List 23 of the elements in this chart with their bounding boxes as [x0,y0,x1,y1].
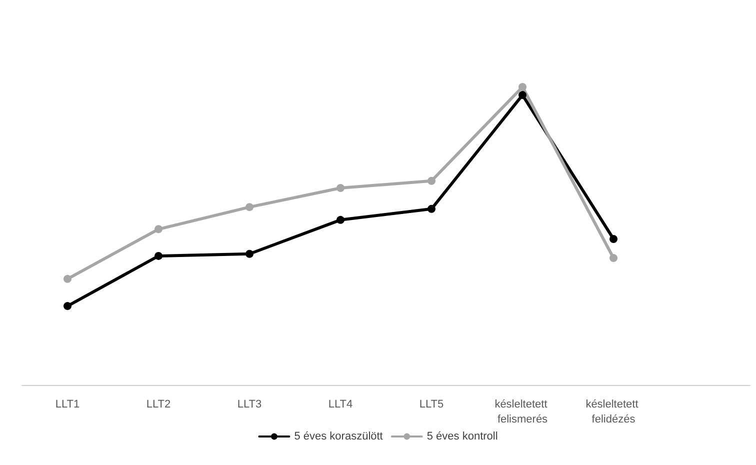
point [154,252,162,260]
point [64,302,72,310]
point [428,204,436,213]
point [246,203,254,212]
point [518,91,526,100]
point [336,216,344,224]
point [336,184,344,192]
point [64,274,72,283]
point [246,250,254,258]
point [610,234,618,243]
point [610,254,618,262]
x-tick-label: LLT2 [146,398,171,410]
x-tick-label: LLT4 [328,398,353,410]
point [154,225,162,234]
legend-label: 5 éves koraszülött [294,430,383,442]
point [428,176,436,185]
x-tick-label: késleltetett felidézés [586,398,642,426]
point [518,83,526,91]
legend-label: 5 éves kontroll [426,430,498,442]
x-tick-label: LLT5 [419,398,444,410]
x-tick-label: LLT1 [55,398,80,410]
x-tick-label: LLT3 [237,398,262,410]
x-tick-label: késleltetett felismerés [494,398,550,426]
